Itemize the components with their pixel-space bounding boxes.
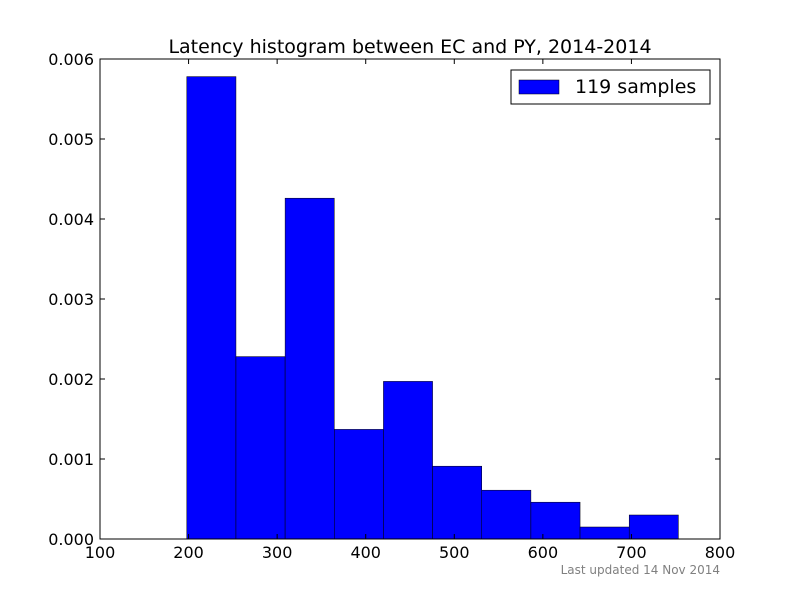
y-tick-label: 0.002 (48, 370, 94, 389)
histogram-bar (432, 465, 482, 540)
histogram-bars (186, 76, 679, 540)
x-axis-tick-labels: 100 200 300 400 500 600 700 800 (85, 543, 736, 562)
histogram-bar (284, 197, 335, 540)
y-tick-label: 0.006 (48, 50, 94, 69)
histogram-bar (579, 526, 630, 540)
x-tick-label: 700 (616, 543, 647, 562)
chart-title: Latency histogram between EC and PY, 201… (168, 36, 651, 58)
histogram-bar (383, 381, 433, 540)
histogram-bar (481, 489, 532, 540)
x-tick-label: 100 (85, 543, 116, 562)
last-updated-note: Last updated 14 Nov 2014 (561, 563, 720, 577)
x-tick-label: 600 (528, 543, 559, 562)
legend-swatch (518, 79, 560, 95)
histogram-bar (235, 356, 286, 540)
y-tick-label: 0.003 (48, 290, 94, 309)
histogram-bar (186, 76, 237, 540)
x-tick-label: 500 (439, 543, 470, 562)
y-tick-label: 0.004 (48, 210, 94, 229)
histogram-bar (530, 501, 581, 540)
y-tick-label: 0.005 (48, 130, 94, 149)
legend-label: 119 samples (575, 76, 696, 98)
x-tick-label: 400 (350, 543, 381, 562)
y-tick-label: 0.001 (48, 450, 94, 469)
axis-ticks (99, 58, 721, 540)
histogram-bar (334, 429, 384, 540)
y-axis-tick-labels: 0.000 0.001 0.002 0.003 0.004 0.005 0.006 (48, 50, 94, 549)
x-tick-label: 800 (705, 543, 736, 562)
y-tick-label: 0.000 (48, 530, 94, 549)
histogram-bar (628, 514, 679, 540)
x-tick-label: 200 (173, 543, 204, 562)
x-tick-label: 300 (262, 543, 293, 562)
legend: 119 samples (510, 69, 711, 105)
